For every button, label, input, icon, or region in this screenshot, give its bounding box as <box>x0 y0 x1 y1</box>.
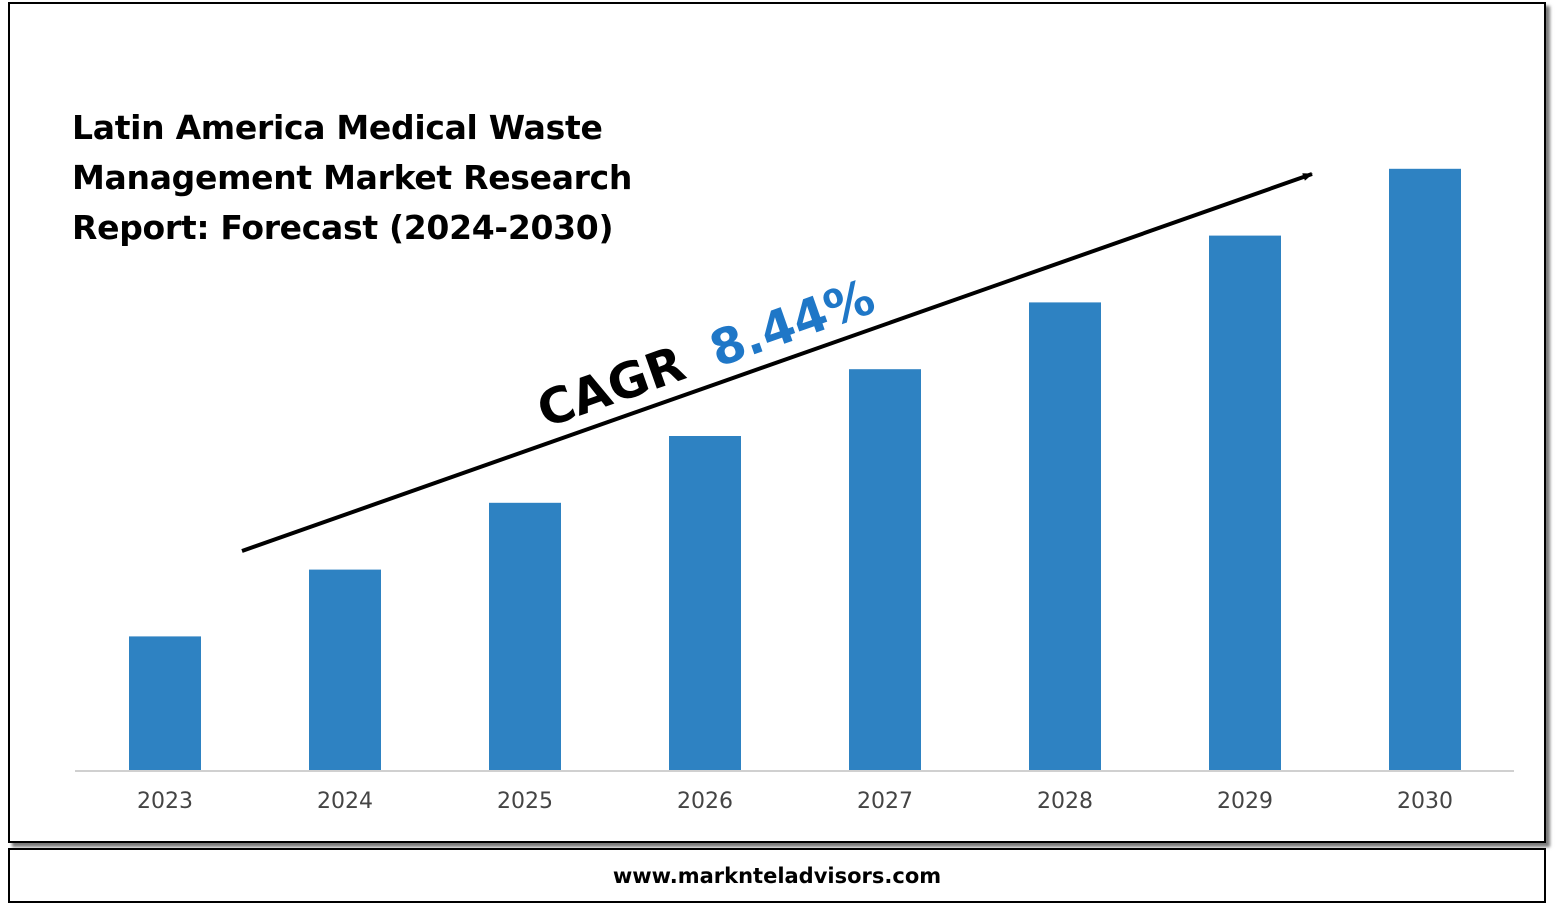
bar-2025 <box>489 502 561 770</box>
x-tick-label-2024: 2024 <box>317 789 373 814</box>
x-tick-labels: 2023 2024 2025 2026 2027 2028 2029 2030 <box>137 789 1453 814</box>
bar-2024 <box>309 569 381 770</box>
x-tick-label-2023: 2023 <box>137 789 193 814</box>
bar-2027 <box>849 369 921 770</box>
bars-group <box>129 168 1461 771</box>
chart-frame <box>8 2 1546 843</box>
x-tick-label-2025: 2025 <box>497 789 553 814</box>
bar-2030 <box>1389 168 1461 771</box>
x-tick-label-2030: 2030 <box>1397 789 1453 814</box>
cagr-label: CAGR <box>530 335 692 439</box>
website-url: www.marknteladvisors.com <box>612 864 942 888</box>
bar-2023 <box>129 636 201 770</box>
title-line-1: Latin America Medical Waste <box>72 108 603 147</box>
x-tick-label-2026: 2026 <box>677 789 733 814</box>
cagr-trend-arrow <box>241 172 1313 553</box>
title-line-2: Management Market Research <box>72 158 633 197</box>
bar-2028 <box>1029 302 1101 770</box>
footer-bar: www.marknteladvisors.com <box>8 848 1546 903</box>
bar-2029 <box>1209 235 1281 771</box>
x-tick-label-2027: 2027 <box>857 789 913 814</box>
title-line-3: Report: Forecast (2024-2030) <box>72 208 614 247</box>
cagr-annotation: CAGR 8.44% <box>530 268 882 439</box>
cagr-value: 8.44% <box>703 268 882 378</box>
x-tick-label-2028: 2028 <box>1037 789 1093 814</box>
chart-title: Latin America Medical Waste Management M… <box>72 103 712 253</box>
bar-2026 <box>669 436 741 770</box>
x-tick-label-2029: 2029 <box>1217 789 1273 814</box>
